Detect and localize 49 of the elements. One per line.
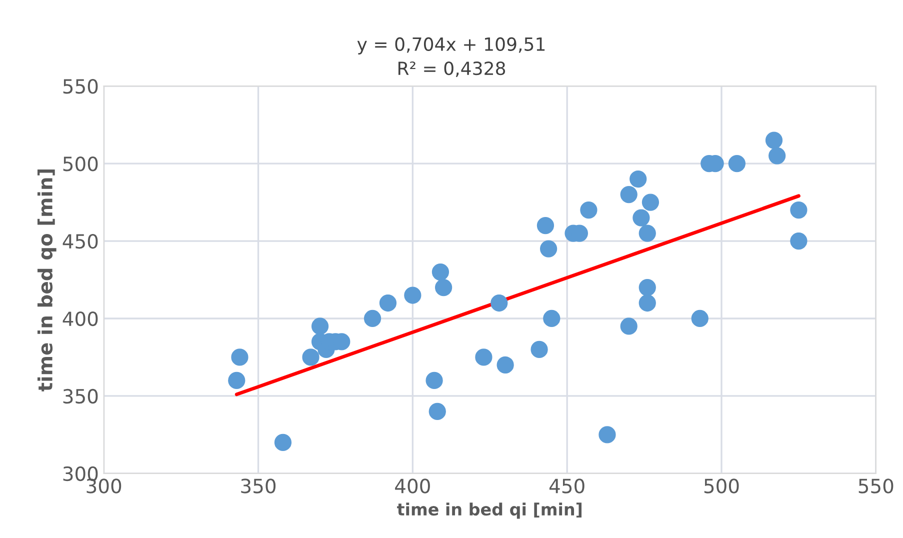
point bbox=[543, 310, 560, 328]
point bbox=[274, 434, 292, 452]
point bbox=[302, 348, 320, 366]
point bbox=[311, 318, 329, 335]
point bbox=[490, 294, 508, 312]
text: y = 0,704x + 109,51 bbox=[357, 37, 545, 54]
point bbox=[540, 240, 558, 258]
point bbox=[475, 348, 492, 366]
point bbox=[580, 201, 598, 219]
point bbox=[530, 340, 548, 358]
point bbox=[632, 209, 650, 226]
point bbox=[790, 232, 808, 250]
point bbox=[728, 154, 746, 172]
point bbox=[630, 170, 647, 188]
x-tick-label: 500 bbox=[704, 478, 739, 494]
x-axis-title: time in bed qi [min] bbox=[397, 502, 582, 519]
point bbox=[790, 201, 808, 219]
point bbox=[765, 132, 783, 149]
point bbox=[620, 318, 638, 335]
y-tick-label: 450 bbox=[62, 234, 98, 249]
point bbox=[379, 294, 397, 312]
x-tick-label: 450 bbox=[549, 478, 584, 494]
x-tick-label: 350 bbox=[241, 478, 276, 494]
point bbox=[638, 278, 656, 296]
y-axis-title: time in bed qo [min] bbox=[37, 170, 56, 392]
point bbox=[404, 286, 422, 304]
point bbox=[536, 216, 554, 234]
point bbox=[768, 147, 786, 164]
point bbox=[638, 224, 656, 242]
point bbox=[231, 348, 248, 366]
point bbox=[598, 426, 616, 444]
point bbox=[620, 186, 638, 204]
x-tick-label: 400 bbox=[395, 478, 430, 494]
y-tick-label: 550 bbox=[63, 79, 98, 94]
point bbox=[434, 278, 452, 296]
point bbox=[228, 372, 246, 390]
y-tick-label: 350 bbox=[63, 388, 98, 404]
point bbox=[638, 294, 656, 312]
y-tick-label: 500 bbox=[63, 156, 98, 172]
point bbox=[432, 263, 450, 281]
x-tick-label: 550 bbox=[858, 478, 894, 494]
point bbox=[364, 310, 382, 328]
point bbox=[691, 310, 708, 328]
point bbox=[642, 194, 660, 211]
text: R² = 0,4328 bbox=[398, 62, 506, 78]
point bbox=[496, 356, 514, 374]
point bbox=[428, 402, 446, 420]
point bbox=[426, 372, 443, 390]
y-tick-label: 400 bbox=[62, 311, 98, 326]
